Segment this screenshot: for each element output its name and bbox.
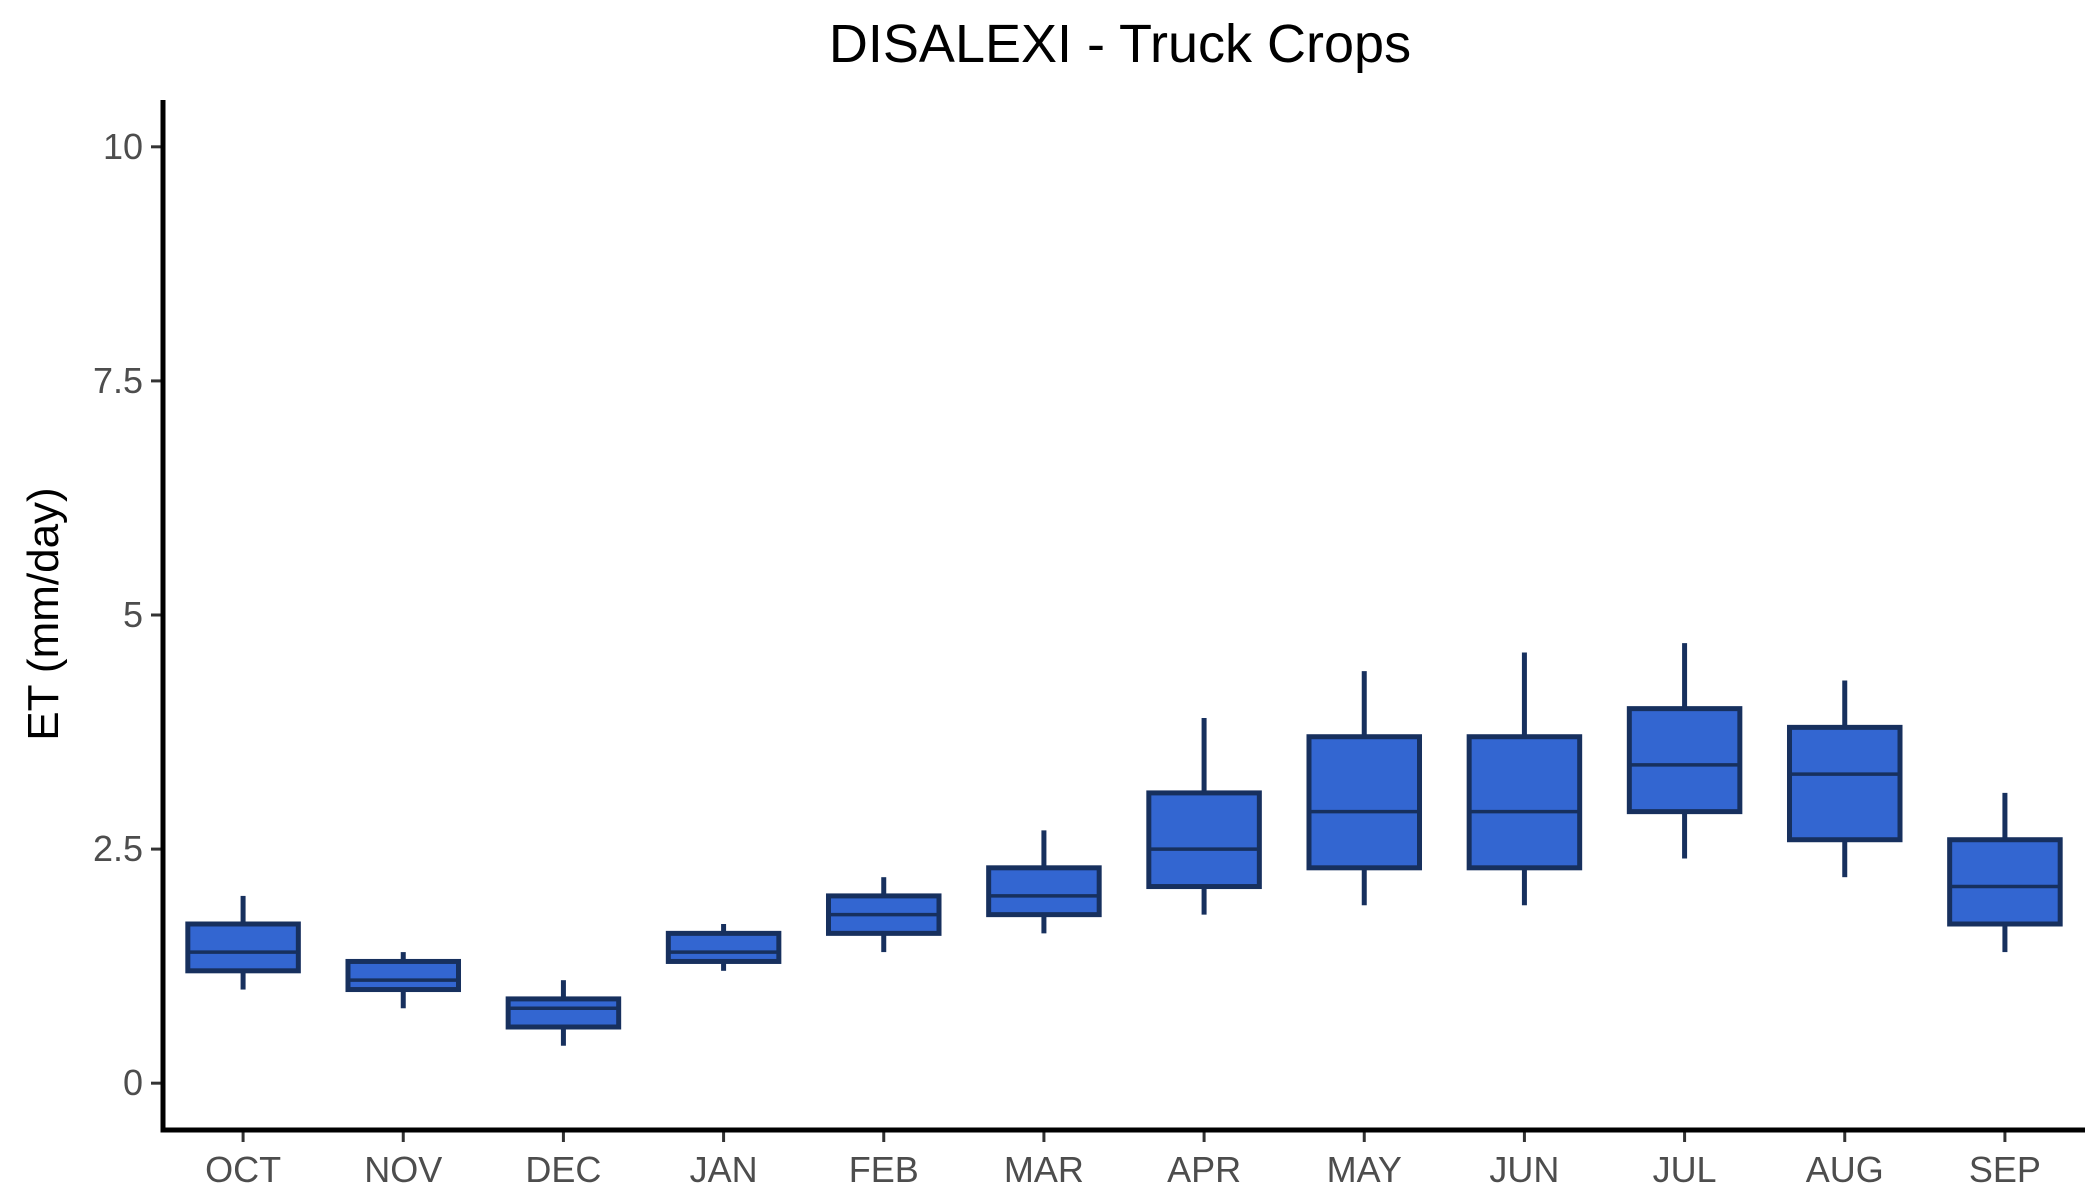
x-tick-label: JUL [1653,1149,1717,1190]
box-jun [1466,652,1583,906]
box-iqr [1306,734,1423,871]
x-tick-label: DEC [525,1149,601,1190]
y-tick-label: 10 [103,126,143,167]
box-mar [986,830,1102,934]
box-dec [505,980,622,1046]
box-sep [1947,792,2063,953]
box-iqr [1626,706,1743,815]
y-tick-label: 5 [123,594,143,635]
x-tick-label: AUG [1806,1149,1884,1190]
box-iqr [665,930,782,964]
x-tick-label: MAR [1004,1149,1084,1190]
chart-title: DISALEXI - Truck Crops [829,14,1411,74]
x-tick-label: JUN [1489,1149,1559,1190]
box-oct [185,895,301,990]
box-iqr [185,921,301,974]
x-axis-ticks: OCT NOV DEC JAN FEB MAR APR MAY JUN JUL AUG SEP [205,1130,2041,1190]
y-tick-label: 2.5 [93,828,143,869]
box-may [1306,671,1423,906]
x-tick-label: OCT [205,1149,281,1190]
box-iqr [986,865,1102,918]
y-tick-label: 0 [123,1062,143,1103]
box-iqr [1146,790,1262,890]
y-axis-ticks: 0 2.5 5 7.5 10 [93,126,163,1103]
box-feb [825,877,942,953]
box-iqr [1466,734,1583,871]
box-jul [1626,643,1743,859]
x-tick-label: APR [1167,1149,1241,1190]
box-series [185,643,2063,1046]
box-iqr [345,958,462,993]
box-iqr [1786,724,1903,843]
box-iqr [1947,837,2063,927]
x-tick-label: MAY [1327,1149,1402,1190]
y-tick-label: 7.5 [93,360,143,401]
x-tick-label: NOV [364,1149,442,1190]
box-apr [1146,718,1262,915]
box-aug [1786,680,1903,878]
y-axis-label: ET (mm/day) [19,487,68,740]
box-nov [345,952,462,1009]
box-jan [665,924,782,971]
box-iqr [505,996,622,1030]
x-tick-label: FEB [849,1149,919,1190]
x-tick-label: SEP [1969,1149,2041,1190]
x-tick-label: JAN [690,1149,758,1190]
